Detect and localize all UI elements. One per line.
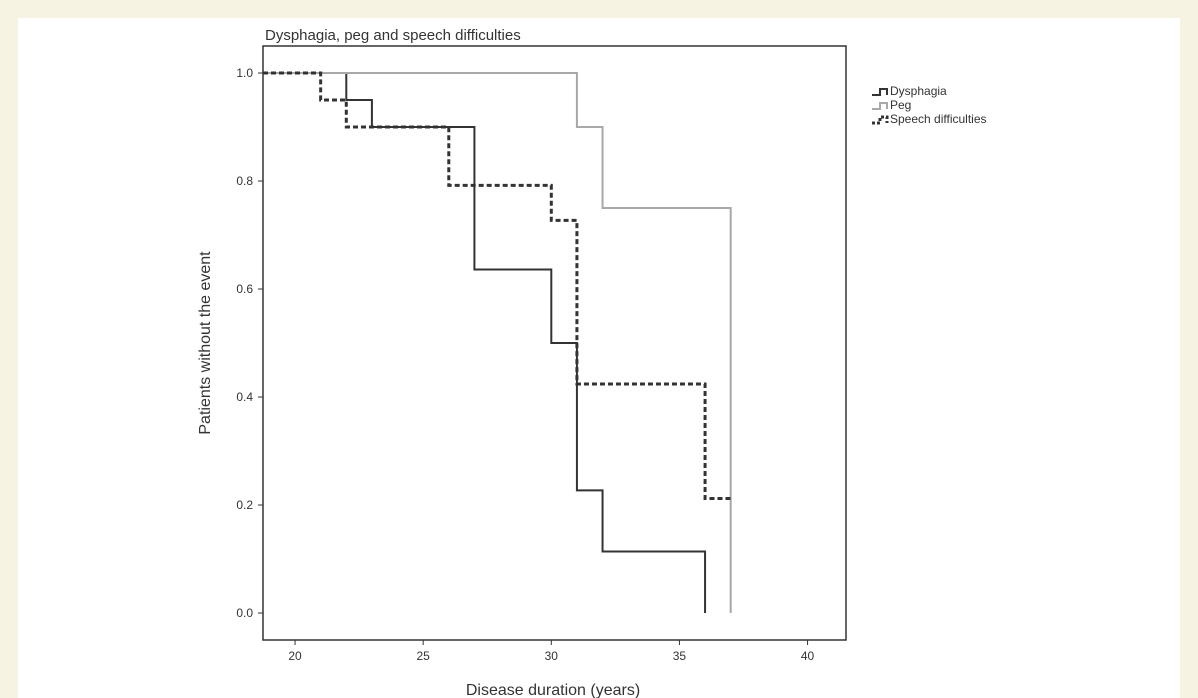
y-tick-label: 0.6 <box>236 282 253 296</box>
survival-chart: Dysphagia, peg and speech difficulties 2… <box>197 27 987 698</box>
figure-panel: Dysphagia, peg and speech difficulties 2… <box>18 18 1180 698</box>
chart-title: Dysphagia, peg and speech difficulties <box>265 27 521 44</box>
x-tick-label: 20 <box>288 649 302 663</box>
y-tick-label: 1.0 <box>236 66 253 80</box>
y-tick-label: 0.0 <box>236 606 253 620</box>
x-axis-title: Disease duration (years) <box>466 682 640 698</box>
y-axis-title: Patients without the event <box>197 251 214 435</box>
x-tick-label: 30 <box>545 649 559 663</box>
x-tick-label: 35 <box>673 649 687 663</box>
ticks-layer: 20 25 30 35 40 0.0 0.2 0.4 0.6 0.8 1.0 <box>236 66 814 663</box>
legend-label: Speech difficulties <box>890 112 987 126</box>
y-tick-label: 0.8 <box>236 174 253 188</box>
legend-label: Dysphagia <box>890 84 947 98</box>
y-tick-label: 0.2 <box>236 498 253 512</box>
series-line-dysphagia <box>263 72 707 613</box>
x-tick-label: 25 <box>416 649 430 663</box>
series-line-peg <box>263 72 732 613</box>
legend-label: Peg <box>890 98 911 112</box>
legend-swatch <box>872 88 888 96</box>
y-tick-label: 0.4 <box>236 390 253 404</box>
legend-swatch <box>872 115 889 125</box>
legend-swatch <box>872 102 888 110</box>
x-tick-label: 40 <box>801 649 815 663</box>
series-layer <box>263 71 732 613</box>
series-line-speech-difficulties <box>263 71 731 501</box>
plot-frame <box>262 45 847 641</box>
